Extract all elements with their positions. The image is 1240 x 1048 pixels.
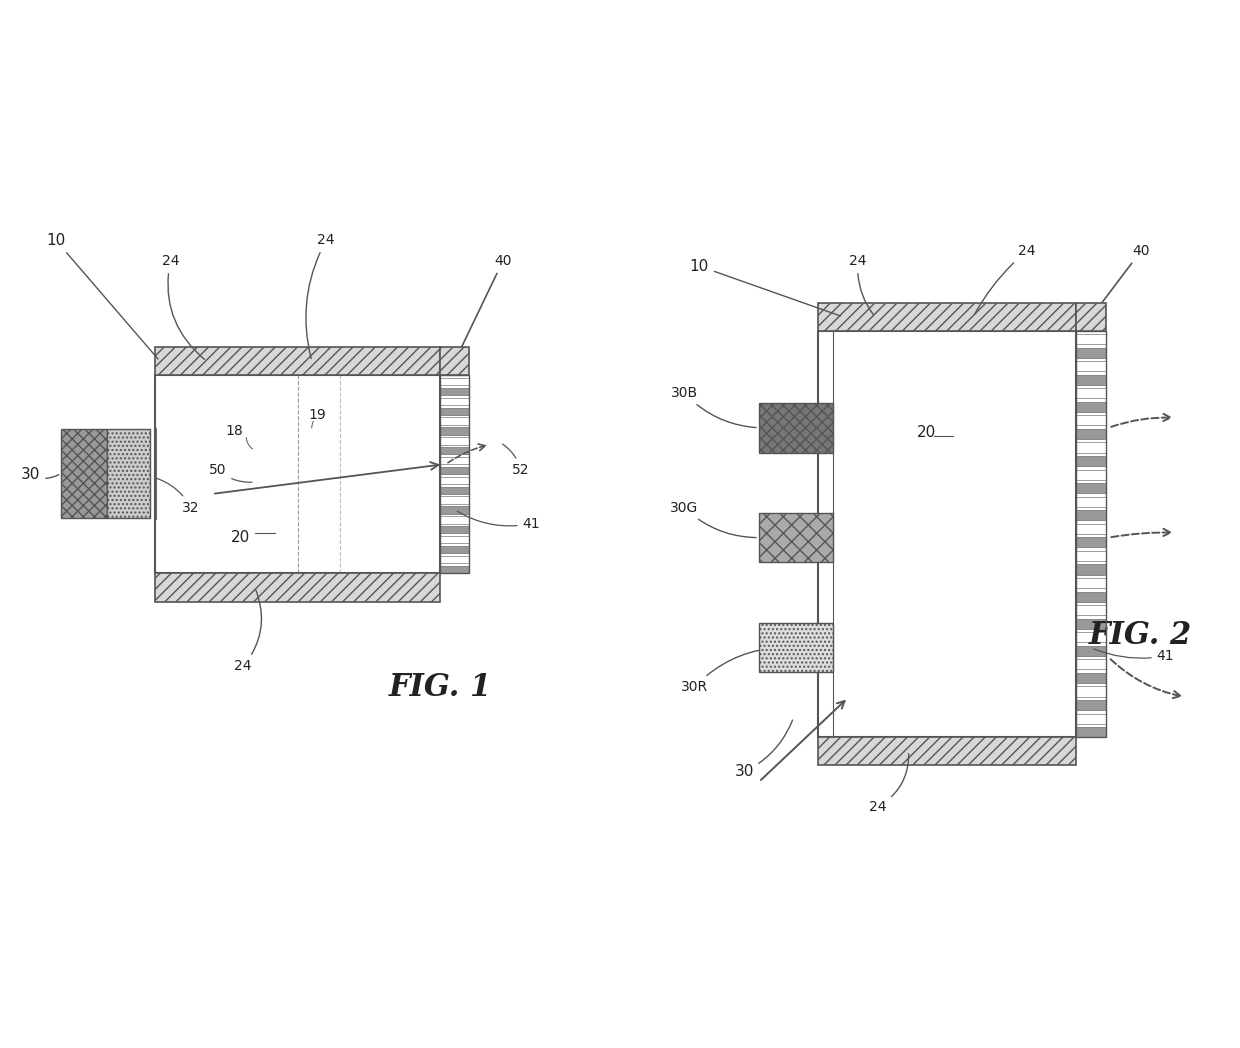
Bar <box>1076 348 1106 357</box>
Bar <box>440 388 469 395</box>
Bar <box>759 403 833 453</box>
Text: 18: 18 <box>226 423 243 438</box>
Bar <box>1076 374 1106 385</box>
Text: FIG. 1: FIG. 1 <box>389 672 492 703</box>
Bar <box>440 378 469 386</box>
Text: 30: 30 <box>734 720 792 780</box>
Text: 32: 32 <box>157 479 200 515</box>
Bar <box>1076 456 1106 466</box>
Bar <box>440 555 469 563</box>
Bar <box>818 303 1076 330</box>
Bar <box>1076 714 1106 724</box>
Text: 41: 41 <box>1094 649 1174 663</box>
Bar <box>1076 442 1106 453</box>
Bar <box>1076 388 1106 398</box>
Bar <box>440 417 469 424</box>
Bar <box>1076 401 1106 412</box>
Text: 20: 20 <box>918 424 936 440</box>
Text: 50: 50 <box>208 463 252 482</box>
Bar <box>440 486 469 494</box>
Bar <box>107 429 150 518</box>
Bar <box>1076 334 1106 344</box>
Bar <box>440 546 469 553</box>
Bar <box>1076 330 1106 738</box>
Text: 20: 20 <box>231 530 250 545</box>
Bar <box>1076 632 1106 642</box>
Bar <box>1076 415 1106 425</box>
Text: 40: 40 <box>456 255 512 357</box>
Text: 40: 40 <box>1094 244 1149 313</box>
Bar <box>440 447 469 455</box>
Text: 30B: 30B <box>671 386 756 428</box>
Text: 24: 24 <box>234 590 262 674</box>
Bar <box>1076 565 1106 574</box>
Bar <box>440 536 469 543</box>
Bar <box>1076 618 1106 629</box>
Bar <box>1076 673 1106 683</box>
Bar <box>155 347 440 375</box>
Bar <box>1076 497 1106 507</box>
Bar <box>1076 646 1106 656</box>
Bar <box>440 506 469 514</box>
Bar <box>61 429 107 518</box>
Bar <box>440 437 469 444</box>
Text: 30R: 30R <box>681 648 779 694</box>
Bar <box>440 347 469 375</box>
Text: 30G: 30G <box>671 501 756 538</box>
Bar <box>1076 727 1106 738</box>
Bar <box>818 330 1076 738</box>
Bar <box>1076 551 1106 561</box>
Bar <box>1076 605 1106 615</box>
Text: 19: 19 <box>309 408 326 422</box>
Bar <box>1076 483 1106 494</box>
Bar <box>440 457 469 464</box>
Bar <box>1076 578 1106 588</box>
Bar <box>1076 429 1106 439</box>
Text: 30: 30 <box>21 466 58 482</box>
Bar <box>1076 362 1106 371</box>
Text: 24: 24 <box>975 244 1035 314</box>
Bar <box>1076 510 1106 521</box>
Bar <box>1076 470 1106 480</box>
Bar <box>440 517 469 524</box>
Text: 24: 24 <box>869 754 909 813</box>
Bar <box>440 466 469 474</box>
Bar <box>1076 303 1106 330</box>
Bar <box>818 738 1076 765</box>
Bar <box>1076 524 1106 533</box>
Text: 10: 10 <box>46 233 157 359</box>
Text: 10: 10 <box>689 259 841 316</box>
Bar <box>155 375 440 573</box>
Text: FIG. 2: FIG. 2 <box>1089 620 1193 651</box>
Bar <box>759 623 833 672</box>
Bar <box>1076 686 1106 697</box>
Bar <box>1076 659 1106 670</box>
Text: 52: 52 <box>502 444 529 477</box>
Bar <box>1076 700 1106 711</box>
Text: 24: 24 <box>306 234 335 358</box>
Text: 24: 24 <box>161 255 205 359</box>
Bar <box>155 573 440 602</box>
Bar <box>440 526 469 533</box>
Bar <box>440 375 469 573</box>
Bar <box>1076 591 1106 602</box>
Bar <box>440 566 469 573</box>
Bar <box>1076 538 1106 547</box>
Bar <box>759 512 833 563</box>
Bar <box>440 428 469 435</box>
Bar <box>440 497 469 504</box>
Text: 24: 24 <box>849 254 873 314</box>
Bar <box>440 397 469 406</box>
Text: 41: 41 <box>458 511 541 530</box>
Bar <box>440 477 469 484</box>
Bar <box>440 408 469 415</box>
